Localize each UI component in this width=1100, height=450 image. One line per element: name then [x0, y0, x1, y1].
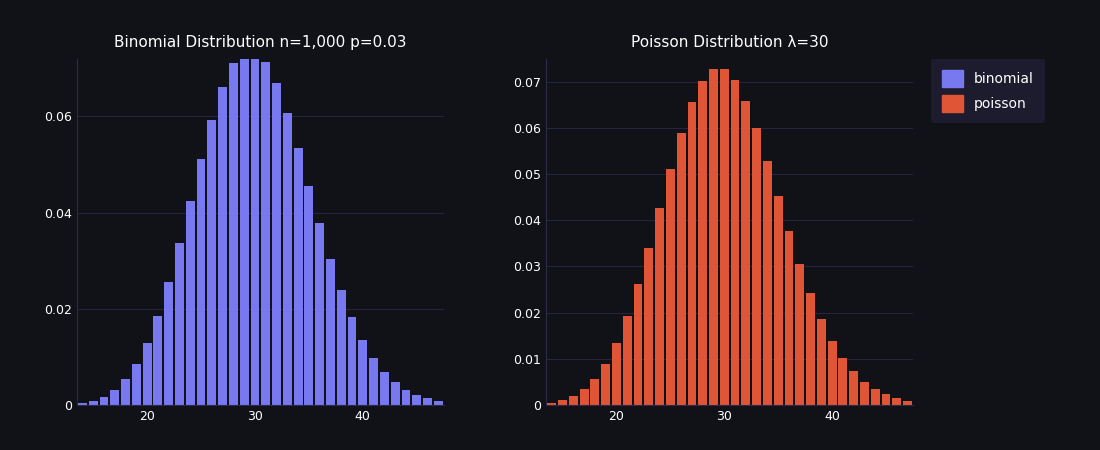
Bar — [537, 404, 546, 405]
Bar — [580, 389, 588, 405]
Bar — [784, 230, 793, 405]
Bar — [871, 389, 880, 405]
Bar — [710, 69, 718, 405]
Bar — [763, 161, 772, 405]
Bar — [569, 396, 578, 405]
Bar — [294, 148, 302, 405]
Bar — [208, 120, 217, 405]
Bar — [186, 201, 195, 405]
Bar — [433, 401, 442, 405]
Bar — [612, 343, 620, 405]
Bar — [455, 404, 464, 405]
Bar — [752, 128, 761, 405]
Bar — [78, 403, 87, 405]
Bar — [402, 390, 410, 405]
Bar — [817, 319, 826, 405]
Bar — [99, 396, 109, 405]
Bar — [656, 208, 664, 405]
Bar — [795, 264, 804, 405]
Bar — [175, 243, 184, 405]
Bar — [623, 316, 631, 405]
Bar — [881, 394, 891, 405]
Bar — [838, 358, 847, 405]
Bar — [67, 404, 76, 405]
Title: Poisson Distribution λ=30: Poisson Distribution λ=30 — [631, 36, 828, 50]
Bar — [164, 282, 173, 405]
Bar — [218, 87, 227, 405]
Bar — [698, 81, 707, 405]
Bar — [730, 80, 739, 405]
Bar — [558, 400, 566, 405]
Bar — [283, 113, 292, 405]
Bar — [89, 400, 98, 405]
Bar — [591, 379, 600, 405]
Bar — [773, 196, 782, 405]
Bar — [143, 343, 152, 405]
Bar — [688, 102, 696, 405]
Bar — [326, 259, 334, 405]
Bar — [634, 284, 642, 405]
Bar — [305, 186, 314, 405]
Legend: binomial, poisson: binomial, poisson — [931, 58, 1045, 123]
Bar — [154, 315, 163, 405]
Bar — [676, 132, 685, 405]
Bar — [132, 364, 141, 405]
Bar — [806, 293, 815, 405]
Bar — [741, 100, 750, 405]
Bar — [348, 318, 356, 405]
Bar — [337, 290, 345, 405]
Bar — [197, 159, 206, 405]
Bar — [316, 223, 324, 405]
Bar — [390, 382, 399, 405]
Title: Binomial Distribution n=1,000 p=0.03: Binomial Distribution n=1,000 p=0.03 — [114, 36, 407, 50]
Bar — [645, 248, 653, 405]
Bar — [240, 50, 249, 405]
Bar — [719, 69, 728, 405]
Bar — [548, 403, 557, 405]
Bar — [424, 399, 432, 405]
Bar — [827, 341, 836, 405]
Bar — [935, 404, 945, 405]
Bar — [914, 402, 923, 405]
Bar — [925, 403, 934, 405]
Bar — [903, 400, 912, 405]
Bar — [412, 395, 421, 405]
Bar — [359, 340, 367, 405]
Bar — [272, 83, 280, 405]
Bar — [444, 402, 453, 405]
Bar — [602, 364, 610, 405]
Bar — [466, 404, 475, 405]
Bar — [262, 62, 271, 405]
Bar — [229, 63, 238, 405]
Bar — [121, 379, 130, 405]
Bar — [666, 169, 674, 405]
Bar — [379, 372, 388, 405]
Bar — [110, 390, 119, 405]
Bar — [860, 382, 869, 405]
Bar — [370, 358, 378, 405]
Bar — [251, 50, 260, 405]
Bar — [892, 398, 901, 405]
Bar — [849, 371, 858, 405]
